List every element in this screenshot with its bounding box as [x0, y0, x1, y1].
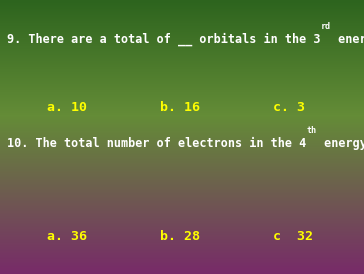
Text: b. 28: b. 28	[160, 230, 200, 243]
Text: th: th	[306, 126, 317, 135]
Text: c. 3: c. 3	[273, 101, 305, 114]
Text: b. 16: b. 16	[160, 101, 200, 114]
Text: energy level.: energy level.	[331, 33, 364, 46]
Text: energy level: energy level	[317, 137, 364, 150]
Text: c  32: c 32	[273, 230, 313, 243]
Text: 9. There are a total of __ orbitals in the 3: 9. There are a total of __ orbitals in t…	[7, 33, 321, 46]
Text: 10. The total number of electrons in the 4: 10. The total number of electrons in the…	[7, 137, 306, 150]
Text: a. 36: a. 36	[47, 230, 87, 243]
Text: rd: rd	[321, 22, 331, 31]
Text: a. 10: a. 10	[47, 101, 87, 114]
